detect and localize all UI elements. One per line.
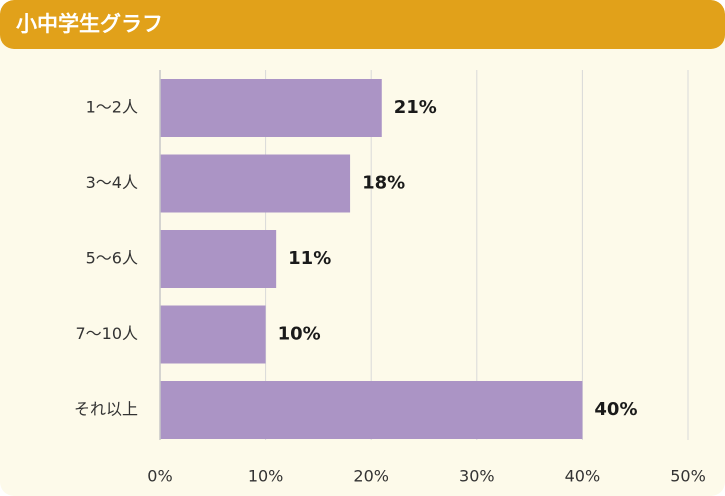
bar xyxy=(160,154,351,213)
data-label: 40% xyxy=(594,399,637,420)
chart-header: 小中学生グラフ xyxy=(0,0,725,49)
category-label: 7〜10人 xyxy=(75,324,138,343)
category-label: それ以上 xyxy=(74,400,138,419)
bar xyxy=(160,79,382,137)
category-label: 3〜4人 xyxy=(86,173,138,192)
x-tick-label: 0% xyxy=(147,467,172,486)
x-tick-label: 20% xyxy=(353,467,389,486)
data-label: 21% xyxy=(394,97,437,118)
chart-header-title: 小中学生グラフ xyxy=(16,12,163,36)
data-label: 18% xyxy=(362,173,405,194)
category-label: 5〜6人 xyxy=(86,249,138,268)
bar xyxy=(160,230,277,288)
category-label: 1〜2人 xyxy=(86,98,138,117)
bar xyxy=(160,381,583,439)
x-tick-label: 30% xyxy=(459,467,495,486)
data-label: 11% xyxy=(288,248,331,269)
x-tick-label: 10% xyxy=(248,467,284,486)
bar xyxy=(160,305,266,364)
x-tick-label: 50% xyxy=(670,467,706,486)
data-label: 10% xyxy=(278,324,321,345)
x-tick-label: 40% xyxy=(565,467,601,486)
